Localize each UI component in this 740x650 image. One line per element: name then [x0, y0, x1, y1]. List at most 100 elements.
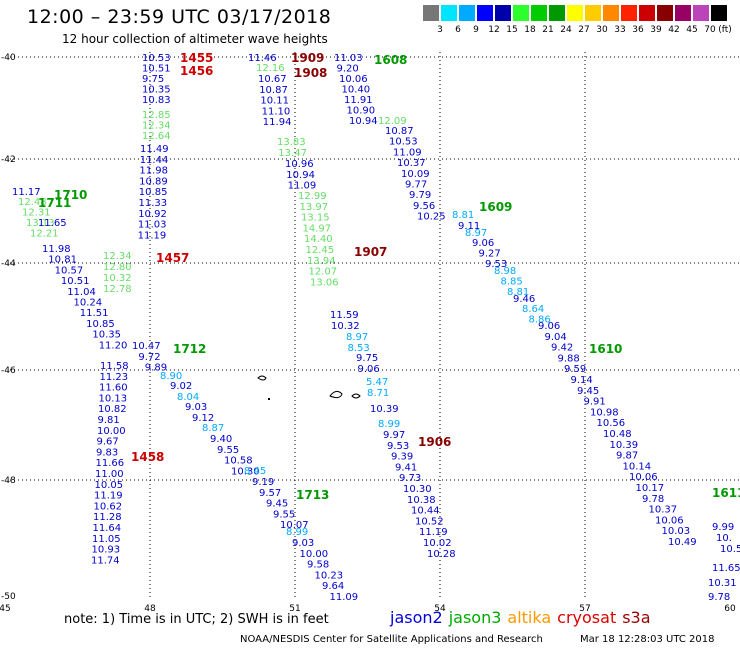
wave-height-value: 9.45 [266, 499, 288, 510]
wave-height-value: 10.35 [92, 330, 121, 341]
wave-height-value: 10.02 [423, 538, 452, 549]
wave-height-value: 10.98 [590, 407, 619, 418]
satellite-jason3: jason3 [448, 608, 502, 627]
wave-height-value: 12.85 [142, 110, 171, 121]
wave-height-value: 10.00 [300, 549, 329, 560]
wave-height-value: 11.98 [139, 166, 168, 177]
wave-height-value: 11.09 [330, 592, 359, 603]
wave-height-value: 11.03 [138, 220, 167, 231]
scale-swatch [549, 5, 565, 21]
wave-height-value: 10.90 [347, 106, 376, 117]
wave-height-value: 11.19 [419, 527, 448, 538]
wave-height-value: 13.13 [26, 218, 55, 229]
wave-height-value: 10.32 [331, 321, 360, 332]
wave-height-value: 9.12 [192, 413, 214, 424]
wave-height-value: 13.47 [278, 148, 307, 159]
wave-height-value: 9.20 [337, 64, 359, 75]
wave-height-value: 8.85 [501, 277, 523, 288]
island-outlines [257, 375, 361, 400]
wave-height-value: 9.99 [712, 522, 734, 533]
scale-label: 21 [542, 25, 554, 35]
wave-height-value: 10.00 [97, 426, 126, 437]
wave-height-value: 10.40 [342, 85, 371, 96]
axis-labels: 45 48 51 54 57 60 -40 -42 -44 -46 -48 -50 [0, 53, 736, 614]
wave-height-value: 9.91 [584, 397, 606, 408]
wave-height-value: 8.71 [367, 388, 389, 399]
wave-height-value: 11.04 [67, 287, 96, 298]
satellite-legend: jason2 jason3 altika cryosat s3a [390, 608, 657, 627]
wave-height-value: 10.11 [260, 96, 289, 107]
wave-height-value: 10.47 [132, 341, 161, 352]
wave-height-value: 10.31 [708, 578, 737, 589]
latitude-label: -42 [1, 155, 16, 165]
wave-height-value: 12.09 [378, 116, 407, 127]
wave-height-value: 9.55 [217, 445, 239, 456]
wave-height-values: 10.5310.519.7510.3510.8312.8512.3412.641… [12, 53, 740, 603]
wave-height-value: 11.20 [99, 340, 128, 351]
wave-height-value: 12.99 [298, 191, 327, 202]
wave-height-value: 9.53 [387, 441, 409, 452]
wave-height-value: 11.49 [140, 144, 169, 155]
scale-label: 3 [437, 25, 443, 35]
wave-height-value: 10.82 [98, 404, 127, 415]
wave-height-value: 10.35 [142, 85, 171, 96]
wave-height-value: 10.53 [142, 53, 171, 64]
wave-height-value: 9.58 [307, 560, 329, 571]
wave-height-value: 13.83 [277, 137, 306, 148]
wave-height-value: 8.04 [177, 392, 199, 403]
map-subtitle: 12 hour collection of altimeter wave hei… [62, 32, 328, 46]
wave-height-value: 11.65 [712, 563, 740, 574]
wave-height-value: 10.14 [623, 461, 652, 472]
wave-height-value: 9.02 [170, 381, 192, 392]
wave-height-value: 9.75 [356, 353, 378, 364]
wave-height-value: 13.06 [310, 277, 339, 288]
pass-time-label: 1906 [418, 435, 451, 449]
wave-height-value: 11.10 [262, 106, 291, 117]
scale-label: 18 [524, 25, 536, 35]
wave-height-value: 10.89 [139, 176, 168, 187]
wave-height-value: 9.11 [458, 221, 480, 232]
satellite-cryosat: cryosat [557, 608, 617, 627]
pass-time-label: 1908 [294, 66, 327, 80]
scale-label: 27 [578, 25, 590, 35]
wave-height-value: 12.80 [103, 262, 132, 273]
wave-height-value: 9.55 [273, 509, 295, 520]
wave-height-value: 10.06 [655, 515, 684, 526]
wave-height-value: 11.60 [99, 383, 128, 394]
wave-height-value: 9.57 [259, 488, 281, 499]
pass-time-label: 1456 [180, 64, 213, 78]
scale-label: 24 [560, 25, 572, 35]
wave-height-value: 9.03 [185, 402, 207, 413]
wave-height-value: 8.90 [160, 371, 182, 382]
wave-height-value: 9.06 [538, 321, 560, 332]
wave-height-value: 10.39 [610, 440, 639, 451]
wave-height-value: 9.75 [142, 74, 164, 85]
scale-label: 70 [704, 25, 716, 35]
wave-height-value: 11.94 [263, 117, 292, 128]
scale-swatch [423, 5, 439, 21]
wave-height-value: 8.53 [348, 343, 370, 354]
wave-height-value: 10.44 [411, 506, 440, 517]
scale-swatch [477, 5, 493, 21]
scale-swatch [495, 5, 511, 21]
wave-height-value: 13.94 [307, 256, 336, 267]
wave-height-value: 10.28 [427, 549, 456, 560]
latitude-label: -44 [1, 259, 16, 269]
wave-height-value: 11.46 [248, 53, 277, 64]
wave-height-value: 12.07 [309, 267, 338, 278]
wave-height-value: 11.51 [80, 308, 109, 319]
wave-height-value: 9.06 [358, 364, 380, 375]
wave-height-value: 10.39 [370, 404, 399, 415]
wave-height-value: 9.59 [564, 364, 586, 375]
wave-height-value: 10.51 [142, 64, 171, 75]
wave-height-value: 10.85 [86, 319, 115, 330]
wave-height-value: 10.87 [259, 85, 288, 96]
wave-height-value: 10.37 [397, 158, 426, 169]
wave-height-value: 8.86 [529, 315, 551, 326]
scale-label: 6 [455, 25, 461, 35]
wave-height-value: 9.04 [545, 332, 567, 343]
wave-height-value: 9.78 [708, 592, 730, 603]
wave-height-value: 9.42 [551, 343, 573, 354]
